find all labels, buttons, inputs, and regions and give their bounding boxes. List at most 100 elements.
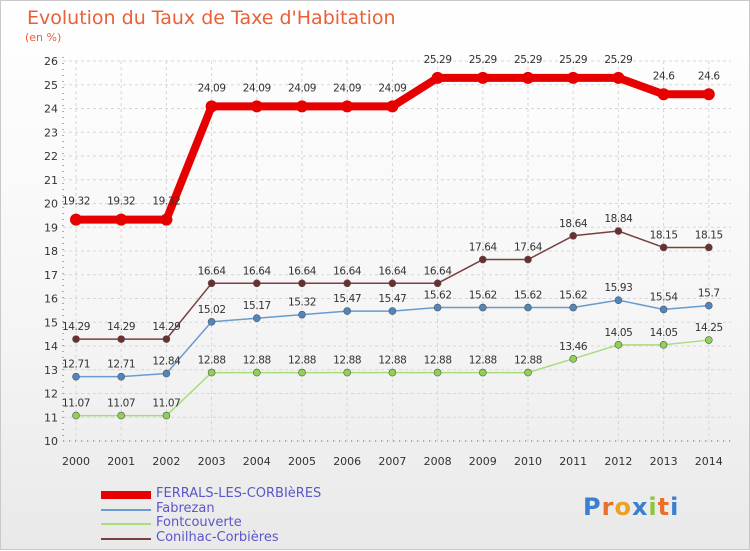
data-point bbox=[72, 372, 80, 381]
data-label: 15.62 bbox=[514, 290, 542, 302]
data-label: 14.29 bbox=[152, 321, 180, 333]
data-label: 24.6 bbox=[698, 70, 720, 82]
data-label: 17.64 bbox=[469, 242, 498, 254]
x-tick-label: 2000 bbox=[62, 455, 90, 468]
data-point bbox=[296, 100, 308, 113]
x-tick-label: 2010 bbox=[514, 455, 542, 468]
y-tick-label: 16 bbox=[44, 293, 58, 306]
data-label: 16.64 bbox=[333, 265, 362, 277]
data-label: 18.84 bbox=[604, 213, 633, 225]
data-label: 15.02 bbox=[198, 304, 226, 316]
data-label: 12.88 bbox=[288, 355, 316, 367]
data-point bbox=[614, 227, 623, 235]
data-label: 15.54 bbox=[650, 291, 679, 303]
data-point bbox=[72, 335, 80, 343]
y-tick-label: 14 bbox=[44, 340, 58, 353]
data-point bbox=[569, 303, 578, 312]
y-tick-label: 13 bbox=[44, 364, 58, 377]
y-tick-label: 25 bbox=[44, 79, 58, 92]
data-point bbox=[659, 341, 668, 349]
data-point bbox=[343, 307, 352, 315]
data-label: 19.32 bbox=[152, 196, 180, 208]
data-point bbox=[657, 88, 670, 101]
data-point bbox=[524, 255, 532, 264]
data-point bbox=[115, 213, 128, 226]
data-point bbox=[478, 255, 487, 264]
legend-swatch-fabrezan bbox=[101, 509, 151, 511]
data-point bbox=[298, 368, 306, 377]
data-point bbox=[72, 411, 80, 420]
y-tick-label: 24 bbox=[44, 103, 58, 116]
legend-item-fabrezan: Fabrezan bbox=[101, 501, 421, 518]
data-label: 14.29 bbox=[62, 321, 90, 333]
data-label: 14.29 bbox=[107, 321, 135, 333]
data-point bbox=[524, 303, 532, 312]
y-tick-label: 22 bbox=[44, 150, 58, 163]
x-tick-label: 2003 bbox=[198, 455, 226, 468]
data-point bbox=[569, 355, 578, 363]
data-point bbox=[569, 232, 578, 240]
data-label: 16.64 bbox=[424, 265, 453, 277]
x-tick-label: 2005 bbox=[288, 455, 316, 468]
data-point bbox=[250, 100, 263, 113]
data-point bbox=[431, 71, 444, 84]
data-label: 15.47 bbox=[378, 293, 406, 305]
data-label: 15.62 bbox=[559, 290, 587, 302]
data-point bbox=[522, 71, 534, 84]
data-point bbox=[205, 100, 218, 113]
data-point bbox=[162, 369, 171, 378]
x-tick-label: 2006 bbox=[333, 455, 361, 468]
data-label: 25.29 bbox=[514, 54, 542, 66]
data-label: 12.88 bbox=[424, 355, 452, 367]
y-tick-label: 26 bbox=[44, 55, 58, 68]
data-label: 19.32 bbox=[107, 196, 135, 208]
data-label: 12.71 bbox=[62, 359, 90, 371]
x-tick-label: 2011 bbox=[559, 455, 587, 468]
data-label: 24.6 bbox=[653, 70, 675, 82]
data-label: 11.07 bbox=[62, 398, 90, 410]
legend-label-fabrezan: Fabrezan bbox=[156, 501, 215, 516]
data-label: 15.7 bbox=[698, 288, 720, 300]
y-tick-label: 20 bbox=[44, 198, 58, 211]
data-label: 25.29 bbox=[469, 54, 497, 66]
data-point bbox=[659, 243, 668, 252]
data-point bbox=[162, 411, 171, 420]
data-label: 12.84 bbox=[152, 356, 181, 368]
y-tick-label: 12 bbox=[44, 388, 58, 401]
data-label: 25.29 bbox=[424, 54, 452, 66]
data-label: 15.32 bbox=[288, 297, 316, 309]
data-label: 12.88 bbox=[198, 355, 226, 367]
data-label: 25.29 bbox=[559, 54, 587, 66]
data-label: 16.64 bbox=[378, 265, 407, 277]
y-tick-label: 17 bbox=[44, 269, 58, 282]
x-tick-label: 2008 bbox=[424, 455, 452, 468]
data-point bbox=[704, 336, 713, 344]
data-label: 19.32 bbox=[62, 196, 90, 208]
data-point bbox=[117, 411, 125, 420]
proxiti-logo: Proxiti bbox=[583, 493, 680, 521]
data-label: 13.46 bbox=[559, 341, 588, 353]
data-label: 12.88 bbox=[378, 355, 406, 367]
legend-label-fontcouverte: Fontcouverte bbox=[156, 515, 242, 530]
data-label: 16.64 bbox=[288, 265, 317, 277]
data-label: 11.07 bbox=[152, 398, 180, 410]
data-point bbox=[343, 368, 352, 377]
legend-label-ferrals: FERRALS-LES-CORBIèRES bbox=[156, 486, 322, 501]
data-point bbox=[659, 305, 668, 314]
data-point bbox=[614, 296, 623, 304]
legend-swatch-conilhac bbox=[101, 538, 151, 540]
data-label: 17.64 bbox=[514, 242, 543, 254]
y-tick-label: 15 bbox=[44, 316, 58, 329]
data-point bbox=[433, 303, 442, 312]
data-label: 12.71 bbox=[107, 359, 135, 371]
x-tick-label: 2004 bbox=[243, 455, 271, 468]
x-tick-label: 2002 bbox=[152, 455, 180, 468]
data-point bbox=[207, 368, 216, 377]
y-tick-label: 23 bbox=[44, 126, 58, 139]
data-point bbox=[117, 335, 125, 343]
data-point bbox=[614, 341, 623, 349]
data-point bbox=[162, 335, 171, 343]
data-point bbox=[524, 368, 532, 377]
data-label: 24.09 bbox=[243, 82, 271, 94]
